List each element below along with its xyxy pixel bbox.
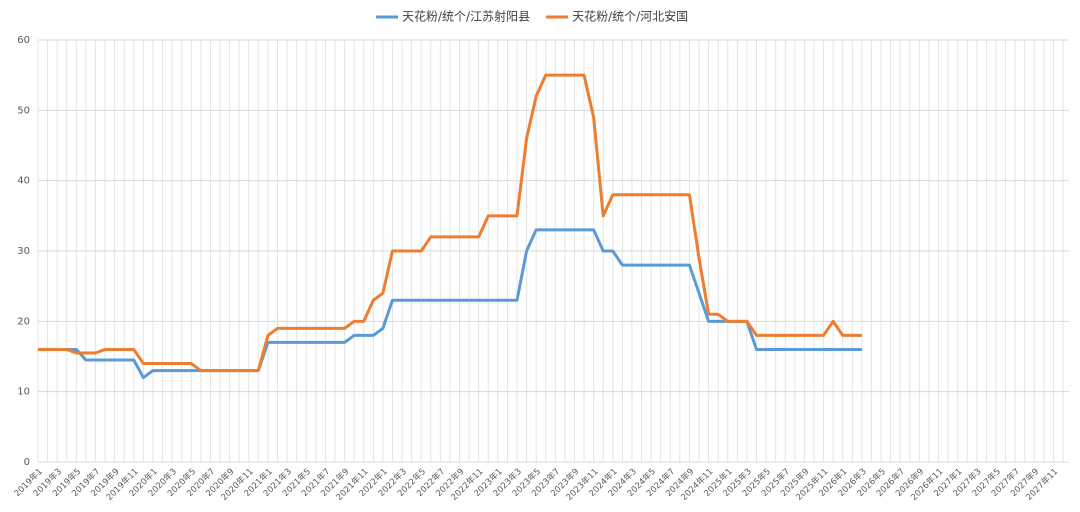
y-tick-label: 10 — [17, 387, 30, 398]
y-tick-label: 30 — [17, 246, 30, 257]
y-tick-label: 60 — [17, 35, 30, 46]
y-tick-label: 20 — [17, 316, 30, 327]
y-tick-label: 0 — [24, 457, 30, 468]
series-line — [38, 73, 862, 373]
series-line — [38, 228, 862, 380]
y-tick-label: 50 — [17, 105, 30, 116]
legend-label: 天花粉/统个/江苏射阳县 — [402, 9, 530, 24]
y-tick-label: 40 — [17, 176, 30, 187]
legend-label: 天花粉/统个/河北安国 — [572, 9, 688, 24]
